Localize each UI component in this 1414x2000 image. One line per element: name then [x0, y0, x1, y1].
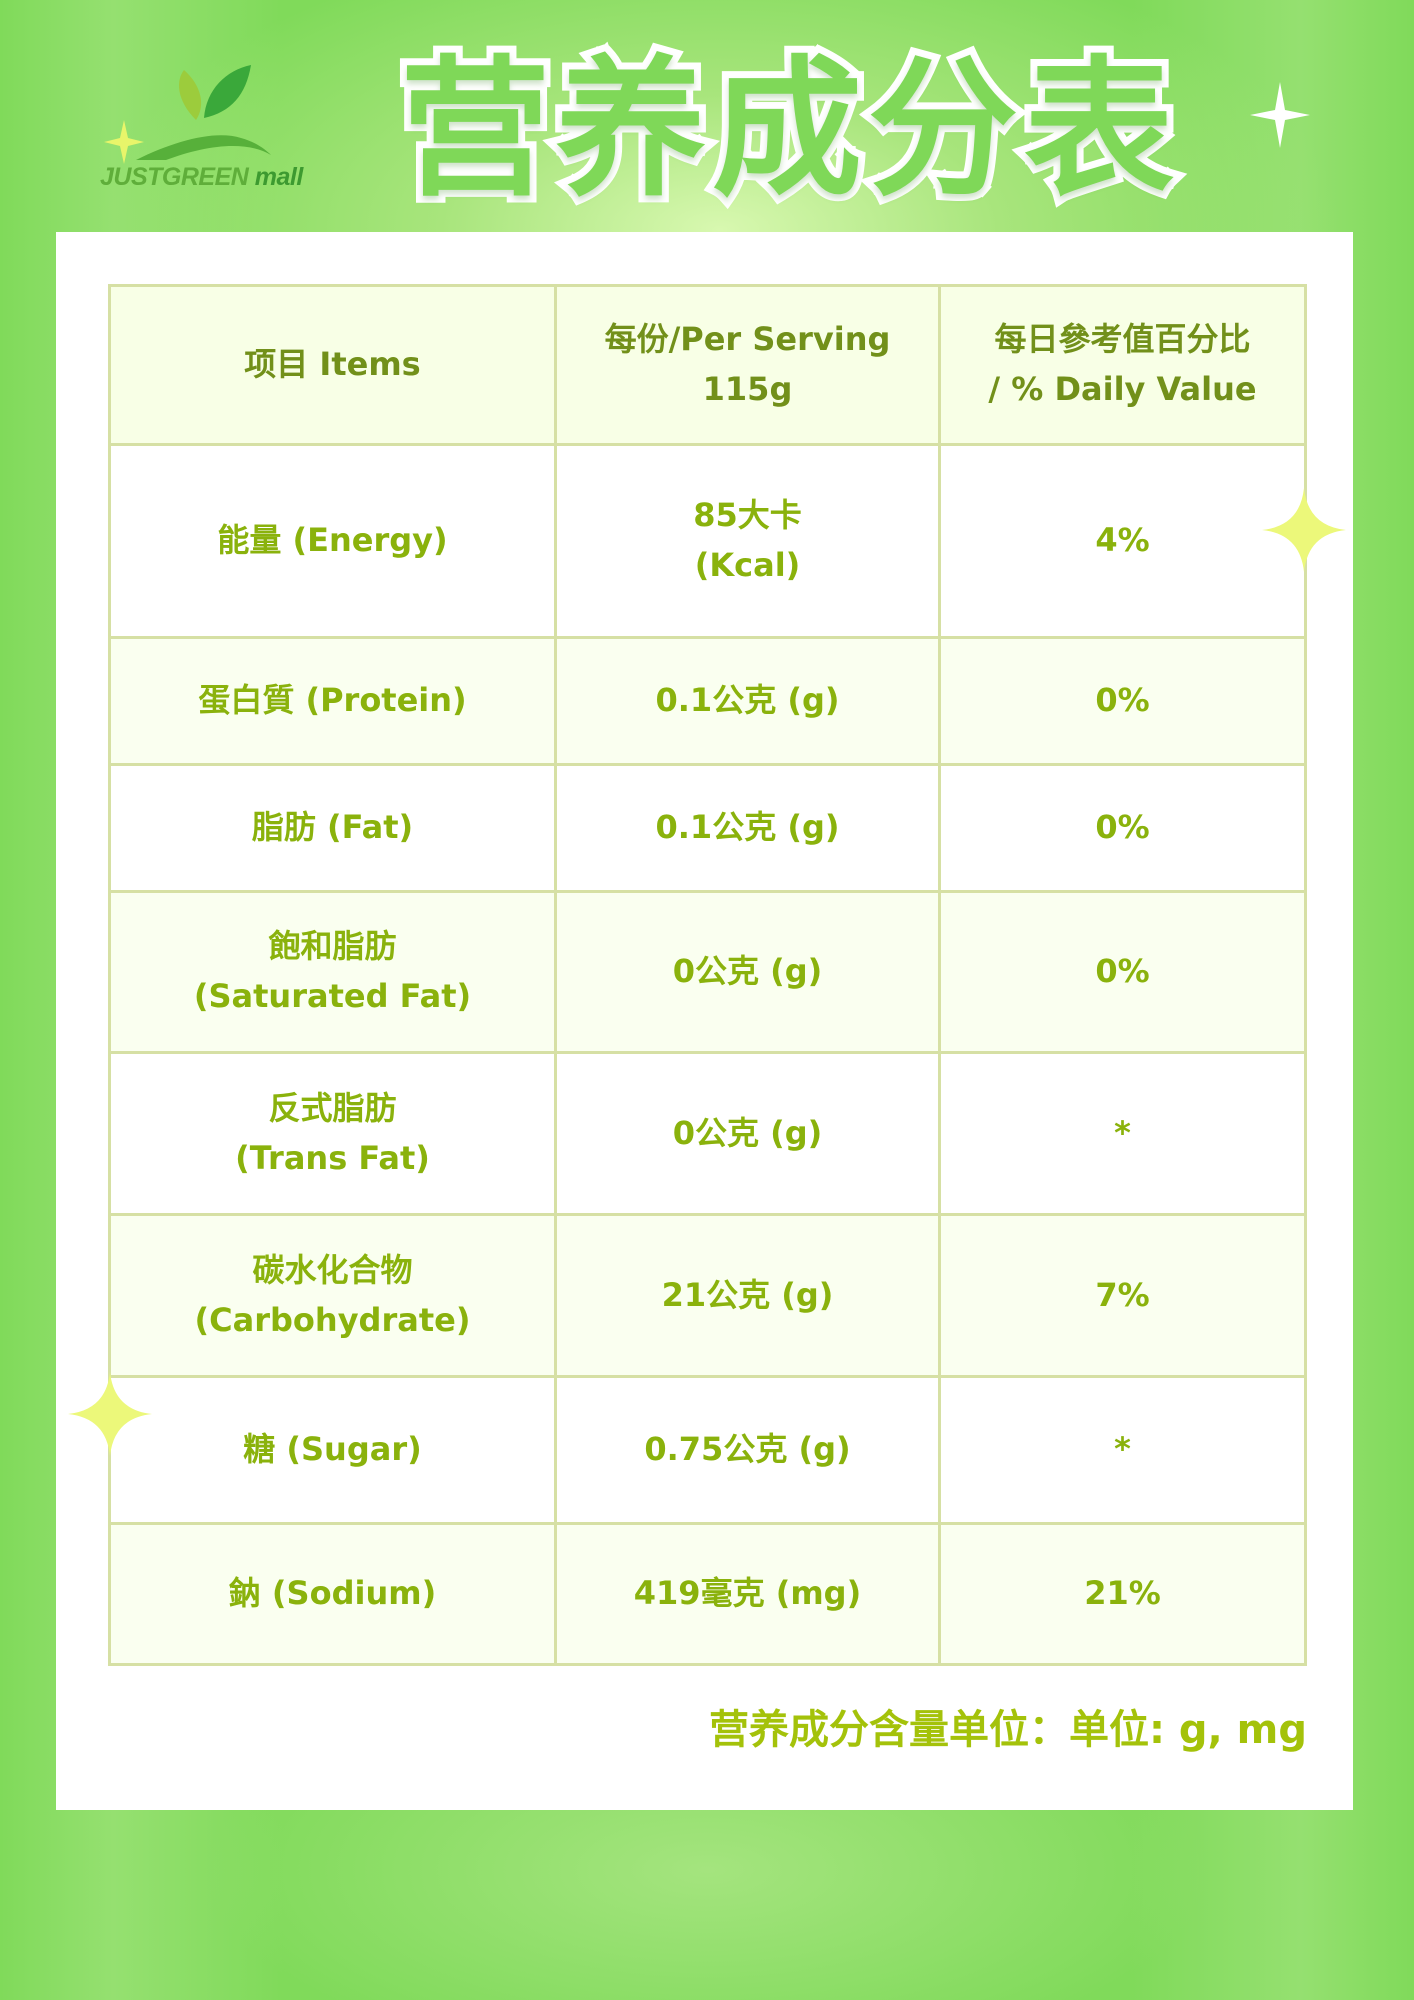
brand-logo: JUSTGREEN mall — [96, 60, 366, 200]
item-cell: 反式脂肪 (Trans Fat) — [108, 1051, 557, 1216]
dv-cell: 0% — [938, 890, 1307, 1054]
amount-cell: 0公克 (g) — [554, 1051, 941, 1216]
table-row: 鈉 (Sodium) 419毫克 (mg) 21% — [108, 1522, 1307, 1666]
dv-cell: 7% — [938, 1213, 1307, 1378]
table-row: 飽和脂肪 (Saturated Fat) 0公克 (g) 0% — [108, 890, 1307, 1054]
table-row: 脂肪 (Fat) 0.1公克 (g) 0% — [108, 763, 1307, 893]
dv-cell: * — [938, 1375, 1307, 1525]
amount-cell: 0.75公克 (g) — [554, 1375, 941, 1525]
header-per-serving: 每份/Per Serving 115g — [554, 284, 941, 446]
table-header-row: 项目 Items 每份/Per Serving 115g 每日參考值百分比 / % … — [108, 284, 1307, 446]
amount-cell: 0.1公克 (g) — [554, 636, 941, 766]
logo-text: JUSTGREEN — [100, 163, 249, 191]
page-title: 营养成分表 — [393, 36, 1181, 224]
item-cell: 鈉 (Sodium) — [108, 1522, 557, 1666]
item-cell: 蛋白質 (Protein) — [108, 636, 557, 766]
dv-cell: 4% — [938, 443, 1307, 639]
amount-cell: 21公克 (g) — [554, 1213, 941, 1378]
logo-suffix: mall — [254, 163, 304, 191]
amount-cell: 419毫克 (mg) — [554, 1522, 941, 1666]
header-items: 项目 Items — [108, 284, 557, 446]
nutrition-table: 项目 Items 每份/Per Serving 115g 每日參考值百分比 / % … — [108, 284, 1307, 1666]
sparkle-icon — [68, 1372, 152, 1456]
item-cell: 飽和脂肪 (Saturated Fat) — [108, 890, 557, 1054]
item-cell: 能量 (Energy) — [108, 443, 557, 639]
amount-cell: 85大卡 (Kcal) — [554, 443, 941, 639]
dv-cell: * — [938, 1051, 1307, 1216]
item-cell: 脂肪 (Fat) — [108, 763, 557, 893]
dv-cell: 21% — [938, 1522, 1307, 1666]
header-daily-value: 每日參考值百分比 / % Daily Value — [938, 284, 1307, 446]
table-row: 糖 (Sugar) 0.75公克 (g) * — [108, 1375, 1307, 1525]
sparkle-icon — [1250, 82, 1310, 148]
leaf-logo-icon — [104, 65, 271, 164]
table-row: 蛋白質 (Protein) 0.1公克 (g) 0% — [108, 636, 1307, 766]
amount-cell: 0.1公克 (g) — [554, 763, 941, 893]
table-row: 碳水化合物 (Carbohydrate) 21公克 (g) 7% — [108, 1213, 1307, 1378]
unit-note: 营养成分含量单位：单位: g, mg — [709, 1707, 1307, 1753]
dv-cell: 0% — [938, 763, 1307, 893]
amount-cell: 0公克 (g) — [554, 890, 941, 1054]
table-row: 反式脂肪 (Trans Fat) 0公克 (g) * — [108, 1051, 1307, 1216]
nutrition-card: 项目 Items 每份/Per Serving 115g 每日參考值百分比 / % … — [56, 232, 1353, 1810]
table-row: 能量 (Energy) 85大卡 (Kcal) 4% — [108, 443, 1307, 639]
item-cell: 糖 (Sugar) — [108, 1375, 557, 1525]
item-cell: 碳水化合物 (Carbohydrate) — [108, 1213, 557, 1378]
sparkle-icon — [1262, 488, 1346, 572]
dv-cell: 0% — [938, 636, 1307, 766]
